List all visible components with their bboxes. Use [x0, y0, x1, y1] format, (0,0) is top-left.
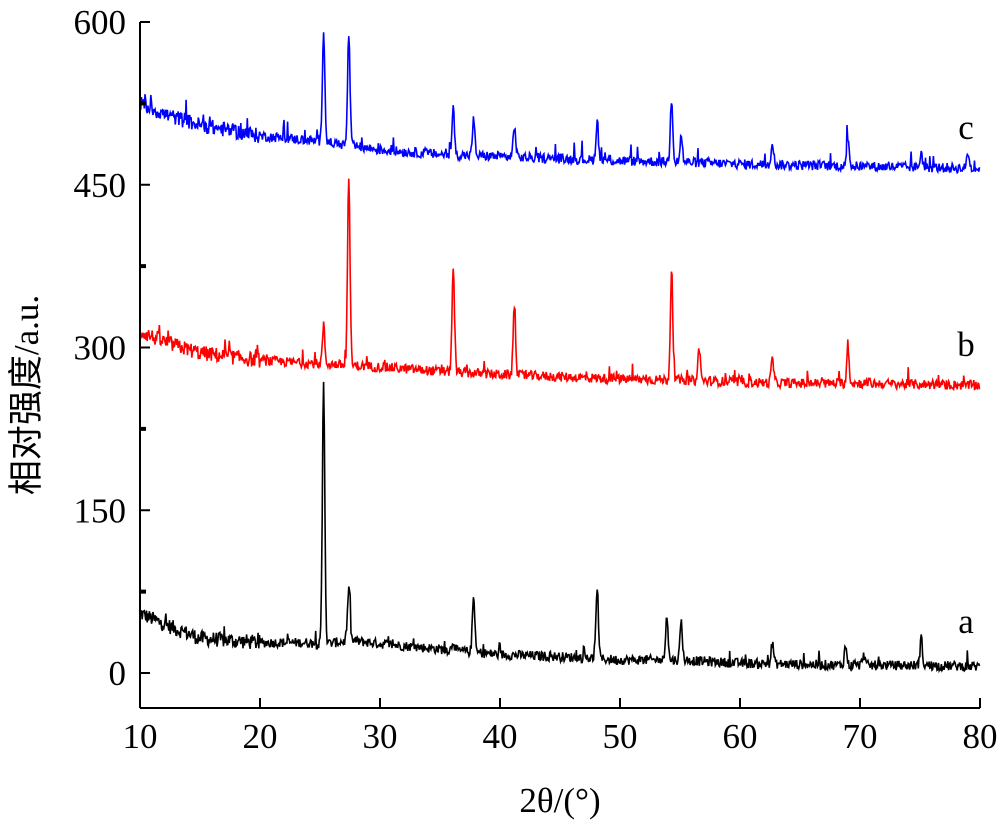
x-tick-label: 60 [723, 717, 758, 756]
y-tick-label: 150 [74, 491, 127, 530]
y-tick-label: 0 [109, 654, 127, 693]
series-a-line [139, 381, 981, 674]
series-a-label: a [958, 602, 974, 641]
axes-layer [139, 22, 980, 709]
x-tick-label: 40 [483, 717, 518, 756]
x-tick-label: 10 [123, 717, 158, 756]
series-layer: a b c [139, 32, 981, 674]
series-b-label: b [957, 325, 975, 364]
y-tick-label: 450 [74, 166, 127, 205]
x-tick-label: 50 [603, 717, 638, 756]
x-tick-label: 70 [843, 717, 878, 756]
y-axis-title: 相对强度/a.u. [7, 295, 46, 495]
series-c-line [139, 32, 981, 175]
x-axis-title: 2θ/(°) [519, 781, 600, 820]
y-tick-label: 300 [74, 329, 127, 368]
x-tick-label: 80 [963, 717, 998, 756]
x-tick-label: 30 [363, 717, 398, 756]
series-c-label: c [958, 108, 974, 147]
y-tick-label: 600 [74, 3, 127, 42]
series-b-line [139, 178, 981, 392]
x-tick-label: 20 [243, 717, 278, 756]
ticks-layer: 10 20 30 40 50 60 70 80 0 150 300 450 600 [74, 3, 998, 756]
